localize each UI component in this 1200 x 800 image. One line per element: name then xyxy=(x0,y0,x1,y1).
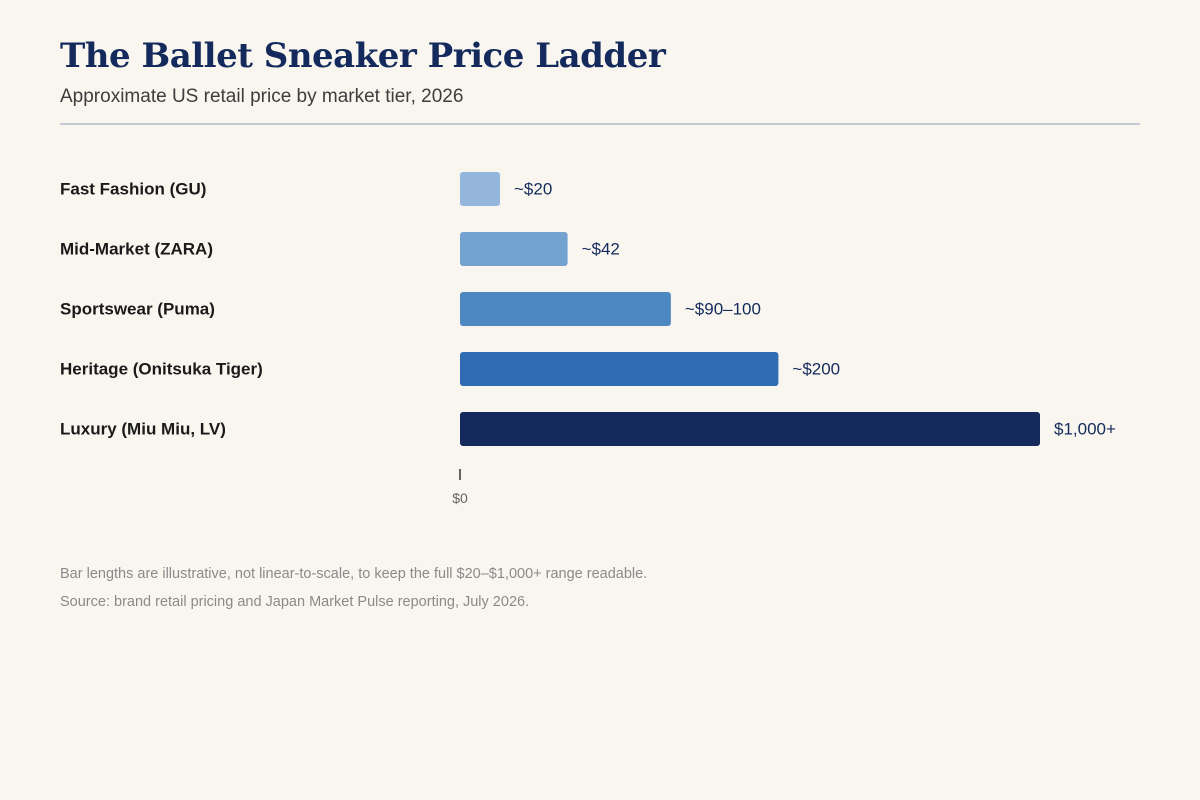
value-label: ~$200 xyxy=(792,360,840,379)
tier-label: Fast Fashion (GU) xyxy=(60,180,206,199)
tier-label: Mid-Market (ZARA) xyxy=(60,240,213,259)
source-note: Source: brand retail pricing and Japan M… xyxy=(60,594,530,610)
value-label: ~$42 xyxy=(582,240,620,259)
bar xyxy=(460,172,500,206)
axis-tick-label: $0 xyxy=(452,490,468,506)
value-label: ~$20 xyxy=(514,180,552,199)
bar xyxy=(460,292,671,326)
chart-subtitle: Approximate US retail price by market ti… xyxy=(60,86,464,107)
header-divider xyxy=(60,123,1140,125)
chart-title: The Ballet Sneaker Price Ladder xyxy=(60,36,666,76)
bar xyxy=(460,232,568,266)
value-label: ~$90–100 xyxy=(685,300,761,319)
tier-label: Heritage (Onitsuka Tiger) xyxy=(60,360,263,379)
bar xyxy=(460,412,1040,446)
scale-note: Bar lengths are illustrative, not linear… xyxy=(60,566,648,582)
price-ladder-chart: Fast Fashion (GU) ~$20 Mid-Market (ZARA) ~$… xyxy=(60,172,1116,506)
tier-label: Sportswear (Puma) xyxy=(60,300,215,319)
bar xyxy=(460,352,779,386)
value-label: $1,000+ xyxy=(1054,420,1116,439)
tier-label: Luxury (Miu Miu, LV) xyxy=(60,420,226,439)
